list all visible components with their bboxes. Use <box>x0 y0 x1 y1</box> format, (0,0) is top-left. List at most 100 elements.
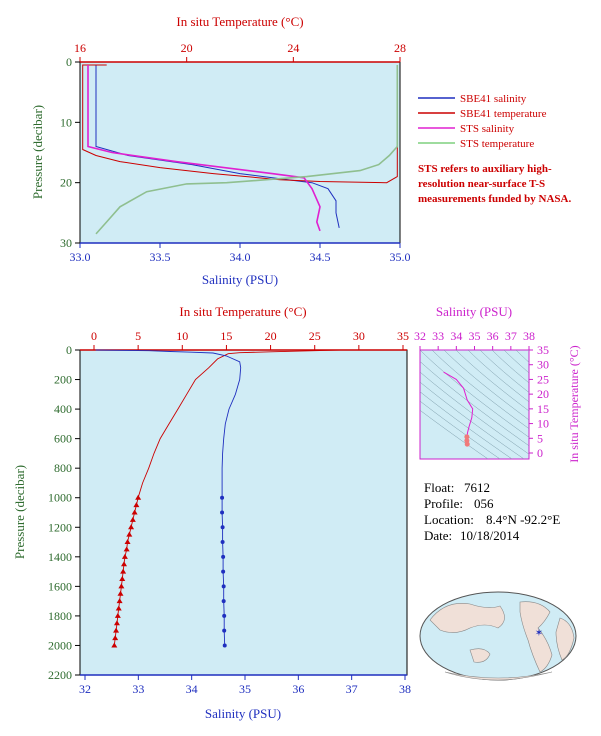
map-land-africa <box>555 617 575 661</box>
bottom-temp-marker <box>111 642 118 648</box>
bottom-temp-marker <box>115 605 122 611</box>
ts-temp-tick-label: 10 <box>537 417 549 431</box>
bottom-sal-marker <box>220 525 225 530</box>
ts-temp-tick-label: 0 <box>537 446 543 460</box>
ts-contour <box>491 350 529 384</box>
ts-sal-tick-label: 37 <box>505 329 517 343</box>
bottom-sal-tick-label: 34 <box>186 682 198 696</box>
profile-label: Profile: <box>424 496 463 511</box>
bottom-temp-marker <box>112 635 119 641</box>
bottom-temp-marker <box>116 598 123 604</box>
ts-contour <box>455 350 529 412</box>
bottom-pressure-tick-label: 1600 <box>48 579 72 593</box>
bottom-temp-tick-label: 35 <box>397 329 409 343</box>
bottom-pressure-tick-label: 200 <box>54 373 72 387</box>
bottom-temp-marker <box>123 546 130 552</box>
top-series-line-1 <box>82 64 398 184</box>
bottom-sal-marker <box>220 495 225 500</box>
ts-contour <box>467 350 529 403</box>
bottom-temp-marker <box>128 524 135 530</box>
bottom-sal-marker <box>222 613 227 618</box>
date-value: 10/18/2014 <box>460 528 520 543</box>
bottom-temp-ticks: 0 5 10 15 20 25 30 35 <box>91 329 409 350</box>
bottom-sal-marker <box>221 599 226 604</box>
bottom-pressure-tick-label: 400 <box>54 402 72 416</box>
legend-label: STS temperature <box>460 138 534 150</box>
bottom-temp-marker <box>118 583 125 589</box>
top-pressure-ticks: 0 10 20 30 <box>60 55 80 250</box>
bottom-sal-marker <box>222 643 227 648</box>
top-pressure-tick-label: 0 <box>66 55 72 69</box>
bottom-pressure-tick-label: 1800 <box>48 609 72 623</box>
top-sal-axis-title: Salinity (PSU) <box>202 272 278 287</box>
ts-temp-tick-label: 35 <box>537 343 549 357</box>
ts-contour <box>479 350 529 393</box>
top-temp-tick-label: 16 <box>74 41 86 55</box>
ts-contour <box>420 391 513 459</box>
bottom-temp-tick-label: 5 <box>135 329 141 343</box>
bottom-sal-tick-label: 37 <box>346 682 358 696</box>
top-pressure-tick-label: 20 <box>60 176 72 190</box>
bottom-temp-tick-label: 20 <box>265 329 277 343</box>
top-temp-ticks: 16 20 24 28 <box>74 41 406 62</box>
bottom-sal-ticks: 32 33 34 35 36 37 38 <box>79 675 411 696</box>
float-location-marker: ✶ <box>535 628 543 639</box>
ts-temp-tick-label: 15 <box>537 402 549 416</box>
location-value: 8.4°N -92.2°E <box>486 512 561 527</box>
ts-contour <box>420 381 525 459</box>
top-series <box>82 64 399 235</box>
map-land-eurasia <box>429 603 505 633</box>
top-plot-area <box>79 61 401 244</box>
ts-contour <box>443 350 529 421</box>
top-sal-tick-label: 34.0 <box>230 250 251 264</box>
bottom-pressure-tick-label: 1000 <box>48 491 72 505</box>
ts-temp-tick-label: 5 <box>537 431 543 445</box>
float-value: 7612 <box>464 480 490 495</box>
top-pressure-axis-title: Pressure (decibar) <box>30 105 45 199</box>
map-land-americas <box>519 601 553 673</box>
bottom-series-line-1 <box>95 349 242 646</box>
ts-sal-tick-label: 34 <box>450 329 462 343</box>
bottom-temp-marker <box>121 561 128 567</box>
bottom-temp-axis-title: In situ Temperature (°C) <box>179 304 306 319</box>
date-row: Date: 10/18/2014 <box>424 528 560 544</box>
bottom-sal-tick-label: 32 <box>79 682 91 696</box>
bottom-sal-tick-label: 38 <box>399 682 411 696</box>
bottom-temp-marker <box>113 627 120 633</box>
profile-row: Profile: 056 <box>424 496 560 512</box>
map-ocean <box>419 591 577 681</box>
top-sal-tick-label: 33.0 <box>70 250 91 264</box>
ts-temp-tick-label: 30 <box>537 358 549 372</box>
bottom-pressure-ticks: 0 200 400 600 800 1000 1200 1400 1600 1800 2000 220… <box>48 343 80 682</box>
top-series-line-3 <box>95 65 399 235</box>
top-legend: SBE41 salinity SBE41 temperature STS salin… <box>418 93 547 150</box>
location-row: Location: 8.4°N -92.2°E <box>424 512 560 528</box>
top-sal-tick-label: 35.0 <box>390 250 411 264</box>
ts-marker <box>464 434 470 440</box>
ts-contour <box>420 371 529 455</box>
bottom-temp-marker <box>129 516 136 522</box>
top-temp-tick-label: 24 <box>287 41 299 55</box>
ts-sal-ticks: 32 33 34 35 36 37 38 <box>414 329 535 350</box>
bottom-pressure-tick-label: 0 <box>66 343 72 357</box>
map-land-australia <box>469 648 491 663</box>
bottom-pressure-tick-label: 1400 <box>48 550 72 564</box>
bottom-temp-marker <box>114 612 121 618</box>
top-sal-tick-label: 34.5 <box>310 250 331 264</box>
bottom-sal-tick-label: 36 <box>292 682 304 696</box>
legend-label: SBE41 temperature <box>460 108 547 120</box>
bottom-sal-tick-label: 33 <box>132 682 144 696</box>
date-label: Date: <box>424 528 453 543</box>
bottom-pressure-axis-title: Pressure (decibar) <box>12 465 27 559</box>
top-temp-tick-label: 28 <box>394 41 406 55</box>
ts-contour <box>420 361 529 447</box>
bottom-sal-marker <box>221 569 226 574</box>
bottom-sal-axis-title: Salinity (PSU) <box>205 706 281 721</box>
top-series-line-2 <box>87 65 321 232</box>
top-temp-axis-title: In situ Temperature (°C) <box>176 14 303 29</box>
ts-sal-tick-label: 36 <box>487 329 499 343</box>
bottom-temp-marker <box>121 553 128 559</box>
bottom-temp-tick-label: 10 <box>176 329 188 343</box>
